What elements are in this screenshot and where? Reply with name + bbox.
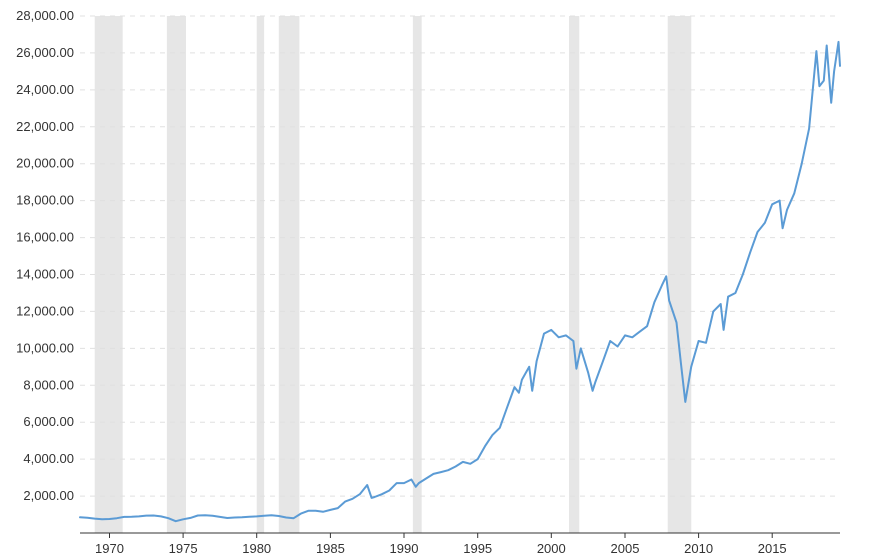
y-tick-label: 14,000.00 — [16, 267, 74, 282]
recession-band — [278, 16, 300, 533]
x-tick-label: 1980 — [242, 541, 271, 556]
x-tick-label: 2000 — [537, 541, 566, 556]
x-tick-label: 1985 — [316, 541, 345, 556]
recession-band — [412, 16, 422, 533]
recession-band — [667, 16, 692, 533]
y-tick-label: 6,000.00 — [23, 414, 74, 429]
series-line — [79, 40, 841, 523]
y-tick-label: 20,000.00 — [16, 156, 74, 171]
y-tick-label: 2,000.00 — [23, 488, 74, 503]
y-tick-label: 8,000.00 — [23, 377, 74, 392]
y-tick-label: 16,000.00 — [16, 230, 74, 245]
x-tick-label: 2015 — [758, 541, 787, 556]
y-tick-label: 4,000.00 — [23, 451, 74, 466]
y-tick-label: 12,000.00 — [16, 303, 74, 318]
recession-band — [94, 16, 123, 533]
y-tick-label: 24,000.00 — [16, 82, 74, 97]
y-tick-label: 26,000.00 — [16, 45, 74, 60]
x-tick-label: 1995 — [463, 541, 492, 556]
x-tick-label: 1975 — [169, 541, 198, 556]
y-tick-label: 10,000.00 — [16, 340, 74, 355]
x-tick-label: 2010 — [684, 541, 713, 556]
y-tick-label: 28,000.00 — [16, 8, 74, 23]
x-tick-label: 1970 — [95, 541, 124, 556]
recession-band — [166, 16, 186, 533]
x-tick-label: 2005 — [611, 541, 640, 556]
y-tick-label: 22,000.00 — [16, 119, 74, 134]
x-tick-label: 1990 — [390, 541, 419, 556]
y-tick-label: 18,000.00 — [16, 193, 74, 208]
